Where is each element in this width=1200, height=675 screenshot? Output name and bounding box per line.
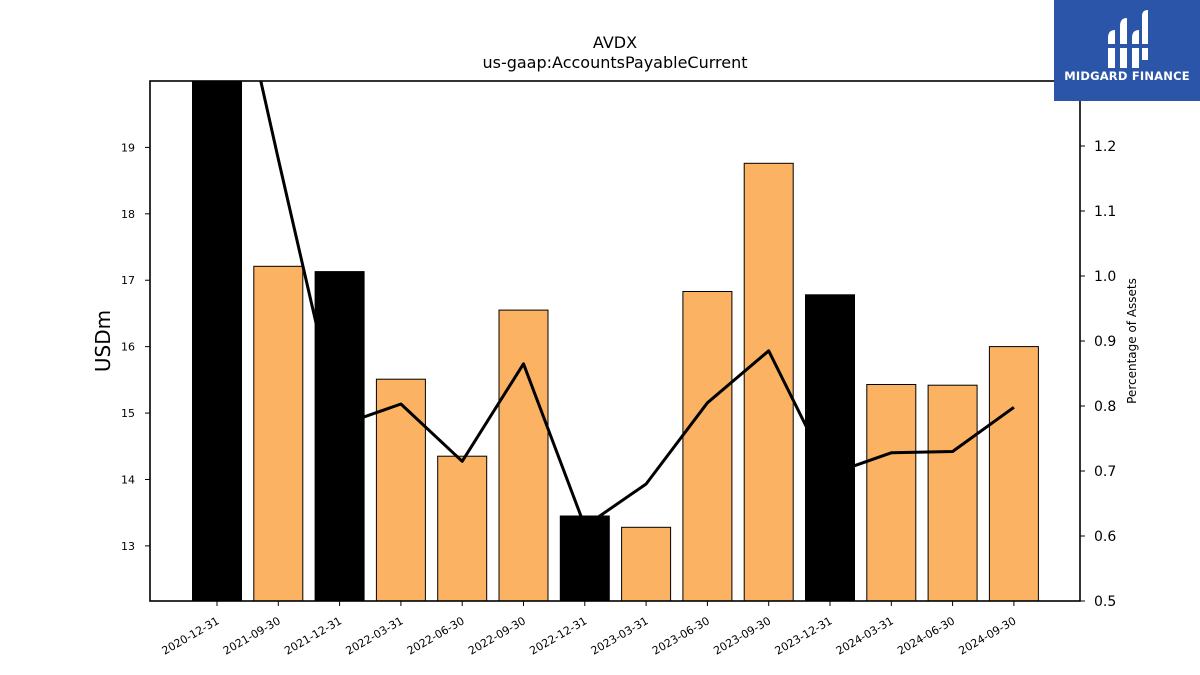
y2-tick-label-0: 0.5 [1094,594,1116,610]
right-axis: 0.5 0.6 0.7 0.8 0.9 1.0 1.1 1.2 [1080,139,1116,610]
bar-2022-03-31 [375,378,426,602]
line-group [259,81,1015,528]
midgard-logo-icon [1106,10,1150,68]
y2-tick-label-3: 0.8 [1094,399,1116,415]
x-tick-label-2021-12-31: 2021-12-31 [282,614,344,657]
percentage-line [259,81,1015,528]
logo-text: MIDGARD FINANCE [1064,69,1190,83]
x-tick-label-2022-06-30: 2022-06-30 [405,614,467,657]
y2-tick-label-6: 1.1 [1094,204,1116,220]
chart-subtitle: us-gaap:AccountsPayableCurrent [482,53,747,72]
bar-2022-06-30 [437,455,488,602]
y2-axis-label: Percentage of Assets [1125,278,1139,404]
x-tick-label-2022-03-31: 2022-03-31 [344,614,406,657]
bar-2024-06-30 [927,384,978,602]
y2-tick-label-5: 1.0 [1094,269,1116,285]
y-tick-label-17: 17 [121,274,135,287]
x-tick-label-2024-06-30: 2024-06-30 [895,614,957,657]
bar-2023-12-31 [805,294,855,602]
y-tick-label-19: 19 [121,141,135,154]
y-tick-label-16: 16 [121,341,135,354]
y2-tick-label-4: 0.9 [1094,334,1116,350]
bar-2024-03-31 [866,384,917,602]
bar-2020-12-31 [192,80,242,602]
x-tick-label-2020-12-31: 2020-12-31 [160,614,222,657]
x-tick-label-2023-03-31: 2023-03-31 [589,614,651,657]
y2-tick-label-1: 0.6 [1094,529,1116,545]
bar-2021-12-31 [314,271,365,602]
x-tick-label-2024-03-31: 2024-03-31 [834,614,896,657]
x-axis: 2020-12-31 2021-09-30 2021-12-31 2022-03-31… [160,601,1019,658]
y2-tick-label-7: 1.2 [1094,139,1116,155]
bar-2022-09-30 [498,309,549,602]
x-tick-label-2022-12-31: 2022-12-31 [527,614,589,657]
x-tick-label-2023-06-30: 2023-06-30 [650,614,712,657]
bar-2023-03-31 [621,526,672,602]
y-tick-label-13: 13 [121,540,135,553]
y-tick-label-18: 18 [121,208,135,221]
x-tick-label-2023-09-30: 2023-09-30 [711,614,773,657]
bars-group [192,80,1039,602]
x-tick-label-2024-09-30: 2024-09-30 [957,614,1019,657]
x-tick-label-2023-12-31: 2023-12-31 [773,614,835,657]
bar-2023-06-30 [682,291,733,602]
y-tick-label-15: 15 [121,407,135,420]
bar-2022-12-31 [559,515,610,602]
bar-2021-09-30 [253,265,304,602]
chart-title: AVDX [593,33,637,52]
y-axis-label: USDm [91,310,115,372]
x-tick-label-2022-09-30: 2022-09-30 [466,614,528,657]
midgard-finance-logo: MIDGARD FINANCE [1054,0,1200,101]
y-tick-label-14: 14 [121,473,135,486]
x-tick-label-2021-09-30: 2021-09-30 [221,614,283,657]
y2-tick-label-2: 0.7 [1094,464,1116,480]
left-axis: 13 14 15 16 17 18 19 [121,141,150,553]
bar-2024-09-30 [988,346,1039,602]
